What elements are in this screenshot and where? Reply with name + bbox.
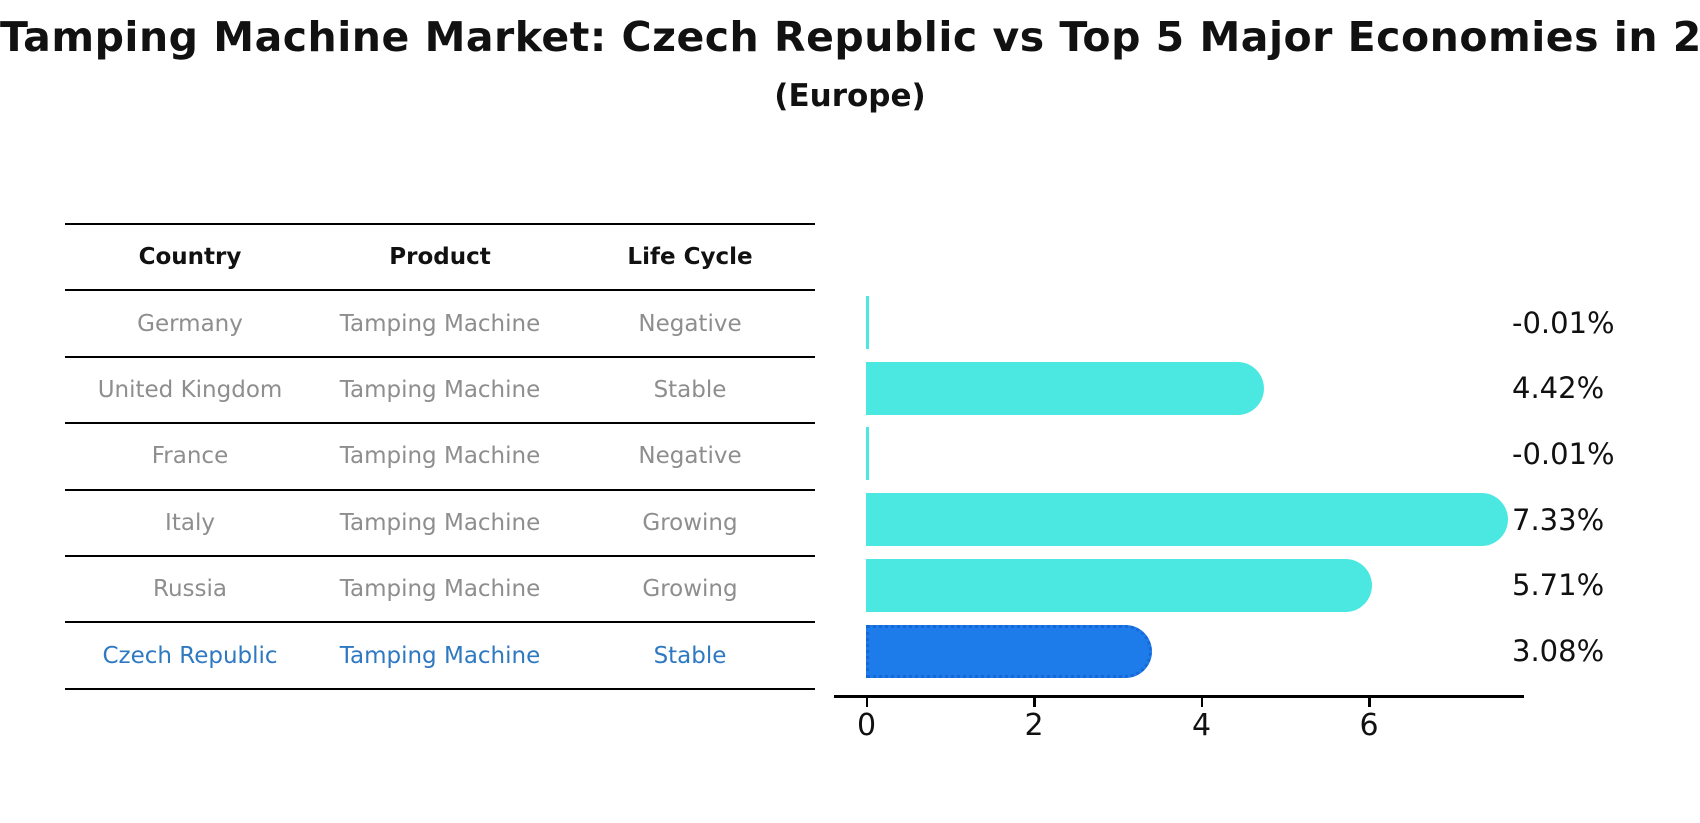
cell-life-cycle: Growing bbox=[642, 576, 738, 603]
bar-germany bbox=[866, 296, 869, 349]
country-table: Country Product Life Cycle Germany Tampi… bbox=[65, 223, 815, 690]
cell-product: Tamping Machine bbox=[339, 642, 541, 669]
cell-life-cycle: Negative bbox=[638, 443, 742, 470]
bar-russia bbox=[866, 558, 1373, 612]
x-axis-line bbox=[834, 695, 1524, 698]
cell-country: Italy bbox=[165, 509, 215, 536]
value-label: 3.08% bbox=[1512, 634, 1605, 668]
cell-life-cycle: Stable bbox=[653, 376, 727, 403]
cell-product: Tamping Machine bbox=[339, 576, 541, 603]
cell-country: Germany bbox=[137, 310, 243, 337]
cell-life-cycle: Negative bbox=[638, 310, 742, 337]
table-row: Germany Tamping Machine Negative bbox=[65, 291, 815, 358]
column-header-product: Product bbox=[389, 244, 491, 271]
cell-country: United Kingdom bbox=[97, 376, 283, 403]
value-label: -0.01% bbox=[1512, 436, 1615, 471]
table-row: Italy Tamping Machine Growing bbox=[65, 491, 815, 557]
chart-title: Tamping Machine Market: Czech Republic v… bbox=[0, 13, 1700, 61]
bar-france bbox=[866, 427, 869, 481]
table-header-row: Country Product Life Cycle bbox=[65, 225, 815, 292]
cell-life-cycle: Stable bbox=[653, 642, 727, 669]
x-axis-tick bbox=[1200, 697, 1203, 707]
value-label: -0.01% bbox=[1512, 305, 1615, 340]
table-row-highlighted: Czech Republic Tamping Machine Stable bbox=[65, 623, 815, 690]
value-label: 5.71% bbox=[1512, 568, 1605, 603]
table-row: France Tamping Machine Negative bbox=[65, 424, 815, 491]
x-tick-label: 6 bbox=[1359, 708, 1379, 743]
chart-subtitle: (Europe) bbox=[774, 78, 926, 114]
x-tick-label: 2 bbox=[1024, 708, 1044, 743]
x-axis-tick bbox=[865, 697, 868, 707]
x-axis-tick bbox=[1368, 697, 1371, 707]
cell-product: Tamping Machine bbox=[339, 443, 541, 470]
bar-united-kingdom bbox=[866, 361, 1265, 415]
cell-product: Tamping Machine bbox=[339, 509, 541, 536]
value-label: 7.33% bbox=[1512, 502, 1605, 537]
cell-product: Tamping Machine bbox=[339, 310, 541, 337]
column-header-country: Country bbox=[138, 244, 242, 271]
cell-product: Tamping Machine bbox=[339, 376, 541, 403]
x-axis-tick bbox=[1033, 697, 1036, 707]
cell-country: Czech Republic bbox=[102, 642, 278, 669]
x-tick-label: 4 bbox=[1191, 708, 1212, 743]
column-header-life-cycle: Life Cycle bbox=[627, 244, 753, 271]
bar-italy bbox=[866, 493, 1508, 547]
cell-country: Russia bbox=[153, 576, 227, 603]
table-row: Russia Tamping Machine Growing bbox=[65, 557, 815, 624]
cell-country: France bbox=[151, 443, 229, 470]
table-row: United Kingdom Tamping Machine Stable bbox=[65, 358, 815, 425]
value-label: 4.42% bbox=[1512, 371, 1605, 406]
bar-czech-republic bbox=[866, 624, 1152, 678]
cell-life-cycle: Growing bbox=[642, 509, 738, 536]
x-tick-label: 0 bbox=[856, 708, 877, 743]
